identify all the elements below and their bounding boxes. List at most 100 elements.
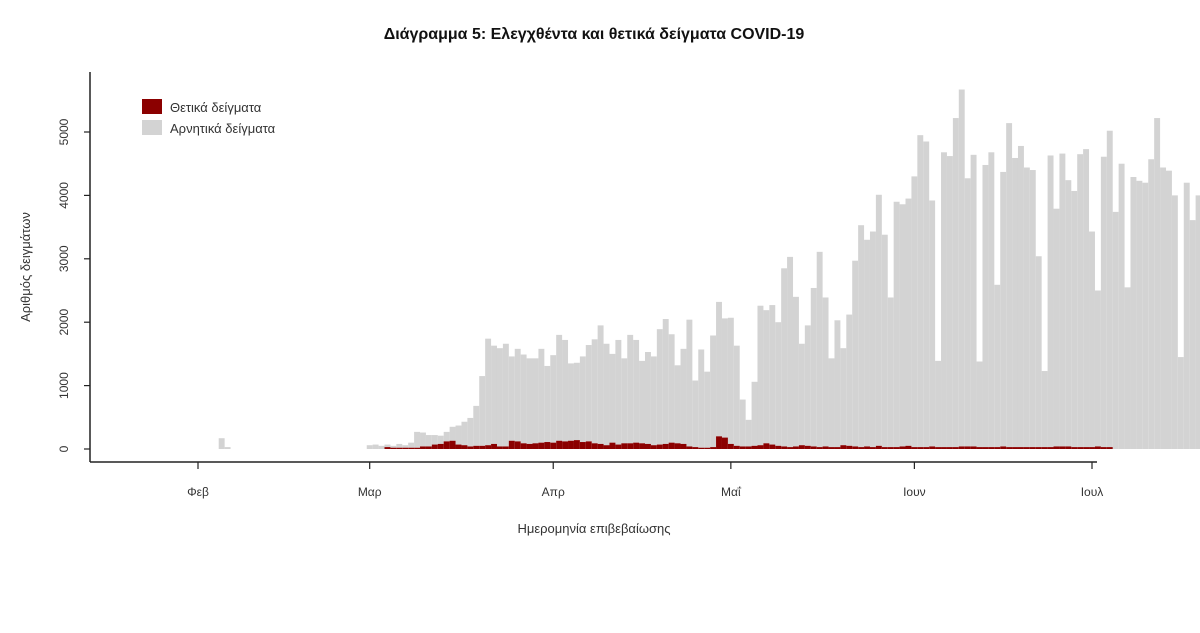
negative-bar <box>1017 145 1024 448</box>
negative-bar <box>425 435 432 447</box>
negative-bar <box>378 445 385 449</box>
positive-bar <box>1047 447 1054 449</box>
negative-bar <box>420 432 426 447</box>
negative-bar <box>964 178 971 447</box>
positive-bar <box>1100 447 1107 449</box>
x-tick-label: Ιουλ <box>1081 485 1104 499</box>
negative-bar <box>982 164 989 448</box>
negative-bar <box>550 355 557 443</box>
positive-bar <box>662 443 669 449</box>
negative-bar <box>1166 170 1172 450</box>
positive-bar <box>1071 447 1078 449</box>
legend-label-positive: Θετικά δείγματα <box>170 100 262 115</box>
negative-bar <box>1160 167 1167 449</box>
negative-bar <box>224 447 231 449</box>
negative-bar <box>828 358 835 448</box>
negative-bar <box>508 356 515 441</box>
positive-bar <box>597 443 604 449</box>
chart-title: Διάγραμμα 5: Ελεγχθέντα και θετικά δείγμ… <box>384 26 805 43</box>
negative-bar <box>858 225 865 448</box>
positive-bar <box>994 447 1001 449</box>
negative-bar <box>514 348 521 442</box>
negative-bar <box>1053 208 1060 447</box>
negative-bar <box>1195 195 1200 449</box>
negative-bar <box>1177 357 1184 449</box>
negative-bar <box>1148 159 1155 449</box>
negative-bar <box>479 376 486 446</box>
positive-bar <box>899 446 906 449</box>
negative-bar <box>727 317 734 444</box>
positive-bar <box>603 445 610 449</box>
negative-bar <box>869 231 876 448</box>
negative-bar <box>455 425 462 445</box>
negative-bar <box>763 310 770 444</box>
positive-bar <box>858 447 865 449</box>
positive-bar <box>739 446 746 449</box>
negative-bar <box>745 419 752 447</box>
positive-bar <box>473 445 480 449</box>
positive-bar <box>721 437 728 449</box>
y-tick-label: 5000 <box>57 118 71 145</box>
negative-bar <box>1154 118 1161 450</box>
positive-bar <box>1000 446 1007 449</box>
positive-bar <box>852 446 859 449</box>
negative-bar <box>437 435 444 444</box>
negative-bar <box>568 363 574 441</box>
y-tick-label: 1000 <box>57 372 71 399</box>
positive-bar <box>556 440 563 449</box>
legend-swatch-negative <box>142 120 162 135</box>
negative-bars <box>218 89 1200 450</box>
negative-bar <box>733 345 740 446</box>
negative-bar <box>887 297 894 448</box>
y-tick-label: 4000 <box>57 182 71 209</box>
x-tick-label: Απρ <box>542 485 565 499</box>
negative-bar <box>662 319 669 444</box>
positive-bars <box>384 436 1113 449</box>
positive-bar <box>1083 447 1090 449</box>
negative-bar <box>668 334 675 443</box>
x-tick-label: Μαΐ <box>721 485 742 499</box>
negative-bar <box>402 445 409 448</box>
negative-bar <box>1183 182 1190 449</box>
negative-bar <box>680 348 687 444</box>
positive-bar <box>384 447 391 449</box>
positive-bar <box>864 446 870 449</box>
negative-bar <box>1041 371 1048 448</box>
positive-bar <box>982 447 989 449</box>
positive-bar <box>745 446 752 449</box>
negative-bar <box>1130 177 1137 449</box>
positive-bar <box>810 446 817 449</box>
positive-bar <box>704 447 711 449</box>
negative-bar <box>615 339 622 445</box>
negative-bar <box>952 118 959 448</box>
negative-bar <box>852 260 859 447</box>
negative-bar <box>502 343 509 447</box>
positive-bar <box>396 447 403 449</box>
positive-bar <box>645 443 651 449</box>
negative-bar <box>1136 180 1143 449</box>
legend-swatch-positive <box>142 99 162 114</box>
negative-bar <box>929 200 936 447</box>
positive-bar <box>781 446 788 449</box>
positive-bar <box>769 444 776 449</box>
negative-bar <box>1047 155 1054 448</box>
negative-bar <box>621 358 628 444</box>
negative-bar <box>674 365 681 444</box>
positive-bar <box>615 444 622 449</box>
positive-bar <box>988 447 995 449</box>
positive-bar <box>650 445 657 449</box>
negative-bar <box>911 176 918 448</box>
negative-bar <box>692 380 699 448</box>
positive-bar <box>573 440 580 449</box>
positive-bar <box>698 447 705 449</box>
positive-bar <box>449 440 456 449</box>
positive-bar <box>763 443 770 449</box>
positive-bar <box>793 446 799 449</box>
negative-bar <box>366 445 373 449</box>
negative-bar <box>840 348 847 446</box>
x-tick-label: Μαρ <box>358 485 382 499</box>
positive-bar <box>431 444 438 449</box>
positive-bar <box>591 443 598 449</box>
positive-bar <box>520 443 527 449</box>
positive-bar <box>727 443 734 449</box>
